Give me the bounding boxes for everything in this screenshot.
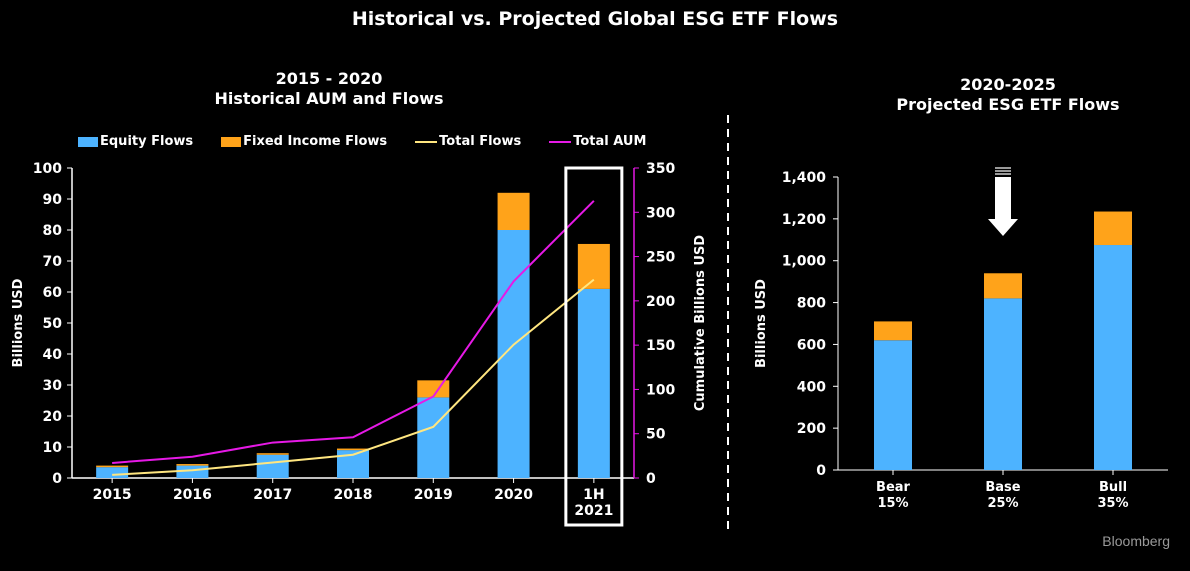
projected-bar-equity [1094, 245, 1132, 470]
x-tick-label: 2020 [494, 487, 533, 503]
projected-bar-equity [984, 298, 1022, 470]
y-tick-label: 30 [43, 378, 63, 394]
legend-swatch-equity [78, 136, 98, 147]
x-tick-label: 2015 [93, 487, 132, 503]
bar-equity [256, 454, 289, 478]
arrow-shape [988, 177, 1018, 236]
y-axis-label: Billions USD [11, 278, 26, 367]
projected-x-tick-label: Bull 35% [1097, 480, 1128, 511]
legend-label-total-flows: Total Flows [439, 134, 522, 149]
projected-y-tick-label: 200 [797, 421, 826, 437]
y-tick-label: 60 [43, 285, 63, 301]
legend-swatch-fixed-income [221, 136, 242, 147]
y2-tick-label: 100 [646, 382, 675, 398]
projected-y-tick-label: 1,400 [782, 170, 827, 186]
y2-tick-label: 300 [646, 205, 675, 221]
bar-fixed-income [497, 192, 530, 230]
projected-y-tick-label: 0 [816, 463, 826, 479]
right-panel-heading-line2: Projected ESG ETF Flows [896, 95, 1120, 114]
projected-y-axis-label: Billions USD [754, 279, 769, 368]
line-total-flows [112, 278, 595, 476]
x-tick-label: 2017 [253, 487, 292, 503]
y-tick-label: 0 [52, 471, 62, 487]
legend-label-equity: Equity Flows [100, 134, 194, 149]
bar-equity [417, 397, 450, 478]
y2-tick-label: 250 [646, 250, 675, 266]
highlight-box [564, 166, 624, 527]
projected-x-tick-label: Bear 15% [876, 480, 910, 511]
x-tick-label: 2019 [414, 487, 453, 503]
projected-y-tick-label: 400 [797, 379, 826, 395]
legend-label-total-aum: Total AUM [573, 134, 647, 149]
right-panel-heading-line1: 2020-2025 [960, 75, 1056, 94]
y-tick-label: 50 [43, 316, 63, 332]
bar-equity [96, 467, 129, 478]
legend-item-total-aum: Total AUM [549, 134, 646, 149]
bar-fixed-income [96, 465, 129, 468]
y-tick-label: 20 [43, 409, 63, 425]
projected-y-tick-label: 600 [797, 337, 826, 353]
projected-x-tick-label: Base 25% [985, 480, 1020, 511]
bar-fixed-income [256, 453, 289, 455]
legend-label-fixed-income: Fixed Income Flows [243, 134, 388, 149]
chart-title: Historical vs. Projected Global ESG ETF … [351, 8, 839, 30]
y2-axis-label: Cumulative Billions USD [693, 235, 708, 411]
y2-tick-label: 50 [646, 427, 666, 443]
projected-bar-fixed-income [984, 273, 1022, 299]
bar-equity [497, 230, 530, 478]
bar-equity [577, 288, 610, 478]
legend-item-total-flows: Total Flows [415, 134, 521, 149]
y-tick-label: 80 [43, 223, 63, 239]
projected-y-tick-label: 800 [797, 296, 826, 312]
y-tick-label: 90 [43, 192, 63, 208]
left-panel-heading-line2: Historical AUM and Flows [214, 89, 444, 108]
projected-bar-equity [874, 340, 912, 470]
y2-tick-label: 350 [646, 161, 675, 177]
bar-fixed-income [337, 448, 369, 451]
y2-tick-label: 200 [646, 294, 675, 310]
bar-fixed-income [577, 243, 610, 289]
legend-swatch-total-aum [549, 140, 572, 143]
projected-y-tick-label: 1,200 [782, 212, 827, 228]
projected-chart: 0 200 400 600 800 1,000 1,200 1,400 Billions USD… [754, 167, 1168, 511]
y-tick-label: 40 [43, 347, 63, 363]
legend-swatch-total-flows [415, 140, 438, 143]
x-tick-label: 1H 2021 [574, 487, 613, 519]
projected-y-tick-label: 1,000 [782, 254, 827, 270]
x-tick-label: 2016 [173, 487, 212, 503]
y2-tick-label: 150 [646, 338, 675, 354]
right-panel-heading: 2020-2025 Projected ESG ETF Flows [858, 75, 1158, 115]
legend: Equity Flows Fixed Income Flows Total Fl… [78, 134, 674, 149]
projected-bar-fixed-income [874, 321, 912, 341]
y-tick-label: 100 [33, 161, 62, 177]
historical-chart: 0 10 20 30 40 50 60 70 80 90 100 0 50 100 150 200 250 300… [11, 161, 708, 527]
legend-item-equity: Equity Flows [78, 134, 193, 149]
bloomberg-logo: Bloomberg [1102, 533, 1170, 549]
down-arrow-icon [988, 167, 1018, 236]
line-total-aum [112, 200, 595, 464]
projected-bar-fixed-income [1094, 211, 1132, 246]
left-panel-heading-line1: 2015 - 2020 [275, 69, 383, 88]
y-tick-label: 10 [43, 440, 63, 456]
legend-item-fixed-income: Fixed Income Flows [221, 134, 387, 149]
bar-fixed-income [176, 464, 209, 466]
x-tick-label: 2018 [334, 487, 373, 503]
y2-tick-label: 0 [646, 471, 656, 487]
y-tick-label: 70 [43, 254, 63, 270]
left-panel-heading: 2015 - 2020 Historical AUM and Flows [179, 69, 479, 109]
